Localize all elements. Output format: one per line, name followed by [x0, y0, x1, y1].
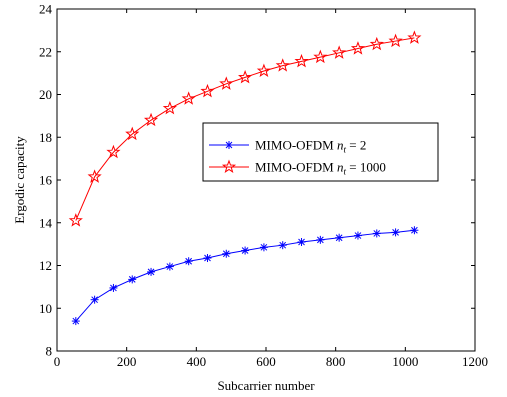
series-2-point [68, 213, 83, 227]
y-tick-label: 12 [39, 258, 52, 273]
series-1-point [90, 295, 99, 304]
series-1-point [259, 243, 268, 252]
series-1-point [184, 257, 193, 266]
legend-label: MIMO-OFDM nt = 2 [255, 138, 366, 155]
series-2-point [407, 30, 422, 44]
series-2-point [162, 100, 177, 115]
y-tick-label: 8 [46, 344, 53, 359]
legend-marker [225, 141, 233, 149]
series-1 [71, 226, 419, 326]
y-tick-label: 16 [39, 173, 53, 188]
series-layer [68, 30, 422, 326]
legend: MIMO-OFDM nt = 2 MIMO-OFDM nt = 1000 [202, 122, 439, 182]
x-tick-label: 1000 [392, 354, 418, 369]
x-tick-label: 200 [117, 354, 137, 369]
series-2 [68, 30, 422, 227]
series-2-point [332, 45, 347, 59]
series-2-point [125, 126, 140, 141]
series-1-point [109, 283, 118, 292]
legend-item-1: MIMO-OFDM nt = 2 [209, 138, 366, 155]
series-2-point [87, 169, 102, 183]
series-2-point [143, 112, 159, 127]
legend-label: MIMO-OFDM nt = 1000 [255, 160, 386, 177]
series-1-point [222, 249, 231, 258]
legend-marker [221, 159, 237, 174]
y-tick-label: 24 [39, 2, 53, 17]
y-axis-label: Ergodic capacity [12, 136, 27, 224]
series-2-line [75, 37, 415, 221]
series-1-point [335, 233, 344, 242]
series-1-point [147, 267, 156, 276]
series-1-point [297, 237, 306, 246]
legend-item-2: MIMO-OFDM nt = 1000 [209, 160, 386, 177]
series-2-point [369, 36, 384, 51]
series-1-point [71, 317, 80, 326]
x-axis-label: Subcarrier number [217, 378, 315, 393]
series-1-point [278, 241, 287, 250]
x-tick-label: 400 [187, 354, 207, 369]
series-1-point [241, 246, 250, 255]
y-tick-label: 10 [39, 301, 52, 316]
series-1-point [353, 231, 362, 240]
series-2-point [313, 49, 328, 64]
series-1-point [391, 228, 400, 237]
axis-ticks: 0 200 400 600 800 1000 1200 8 10 12 14 16 18 20 22 24 [39, 2, 488, 370]
x-tick-label: 800 [326, 354, 346, 369]
series-1-point [316, 235, 325, 244]
series-2-point [350, 41, 366, 55]
series-2-point [388, 33, 403, 48]
x-tick-label: 0 [54, 354, 61, 369]
series-2-point [200, 83, 215, 98]
y-tick-label: 18 [39, 130, 52, 145]
series-2-point [219, 76, 234, 90]
series-2-point [238, 69, 253, 84]
series-2-point [256, 63, 271, 78]
series-1-point [372, 229, 381, 238]
series-2-point [294, 53, 309, 68]
series-1-point [128, 275, 137, 284]
x-tick-label: 1200 [462, 354, 488, 369]
series-2-point [106, 144, 121, 159]
series-1-point [203, 254, 212, 263]
series-2-point [275, 58, 290, 72]
y-tick-label: 22 [39, 44, 52, 59]
series-2-point [181, 91, 196, 105]
series-1-point [410, 226, 419, 235]
series-1-point [165, 262, 174, 271]
y-tick-label: 14 [39, 215, 53, 230]
x-tick-label: 600 [256, 354, 276, 369]
legend-box [202, 122, 439, 182]
y-tick-label: 20 [39, 87, 52, 102]
